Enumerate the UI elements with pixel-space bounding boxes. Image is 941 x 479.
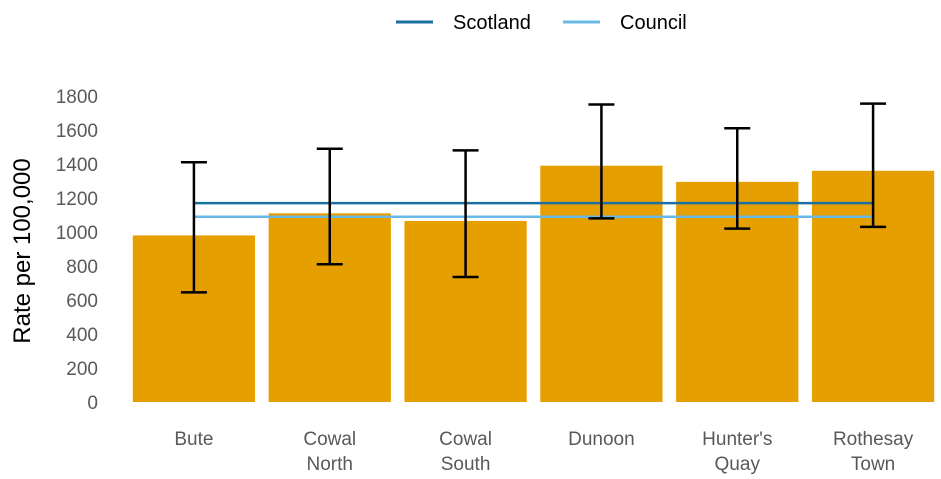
legend-label: Scotland [453, 12, 531, 34]
y-tick-label: 600 [66, 291, 98, 312]
legend-label: Council [620, 12, 687, 34]
y-tick-label: 1400 [56, 155, 98, 176]
y-tick-label: 1000 [56, 223, 98, 244]
error-bars [180, 102, 887, 294]
legend-item: Scotland [396, 12, 531, 34]
legend: Scotland Council [396, 12, 687, 34]
x-tick-label: Dunoon [568, 429, 635, 450]
error-bar [316, 147, 343, 266]
y-tick-label: 0 [87, 393, 98, 414]
y-tick-label: 1800 [56, 87, 98, 108]
x-axis-ticks: Bute Cowal North Cowal South Dunoon Hunter's Qu… [174, 429, 913, 475]
error-bar [588, 103, 615, 220]
x-tick-label: Bute [174, 429, 213, 450]
y-axis-title: Rate per 100,000 [9, 158, 36, 343]
x-tick-label: Rothesay Town [833, 429, 914, 475]
legend-item: Council [563, 12, 687, 34]
y-tick-label: 1600 [56, 121, 98, 142]
y-tick-label: 1200 [56, 189, 98, 210]
x-tick-label: Cowal North [303, 429, 356, 475]
reference-lines [193, 201, 874, 218]
x-tick-label: Cowal South [439, 429, 492, 475]
error-bar [860, 102, 887, 229]
y-tick-label: 400 [66, 325, 98, 346]
error-bar [724, 127, 751, 230]
error-bar [452, 149, 479, 279]
y-tick-label: 800 [66, 257, 98, 278]
x-tick-label: Hunter's Quay [702, 429, 772, 475]
error-bar [180, 161, 207, 294]
y-axis-ticks: 0 200 400 600 800 1000 1200 1400 1600 1800 [56, 87, 98, 414]
bars [132, 165, 935, 402]
y-tick-label: 200 [66, 359, 98, 380]
